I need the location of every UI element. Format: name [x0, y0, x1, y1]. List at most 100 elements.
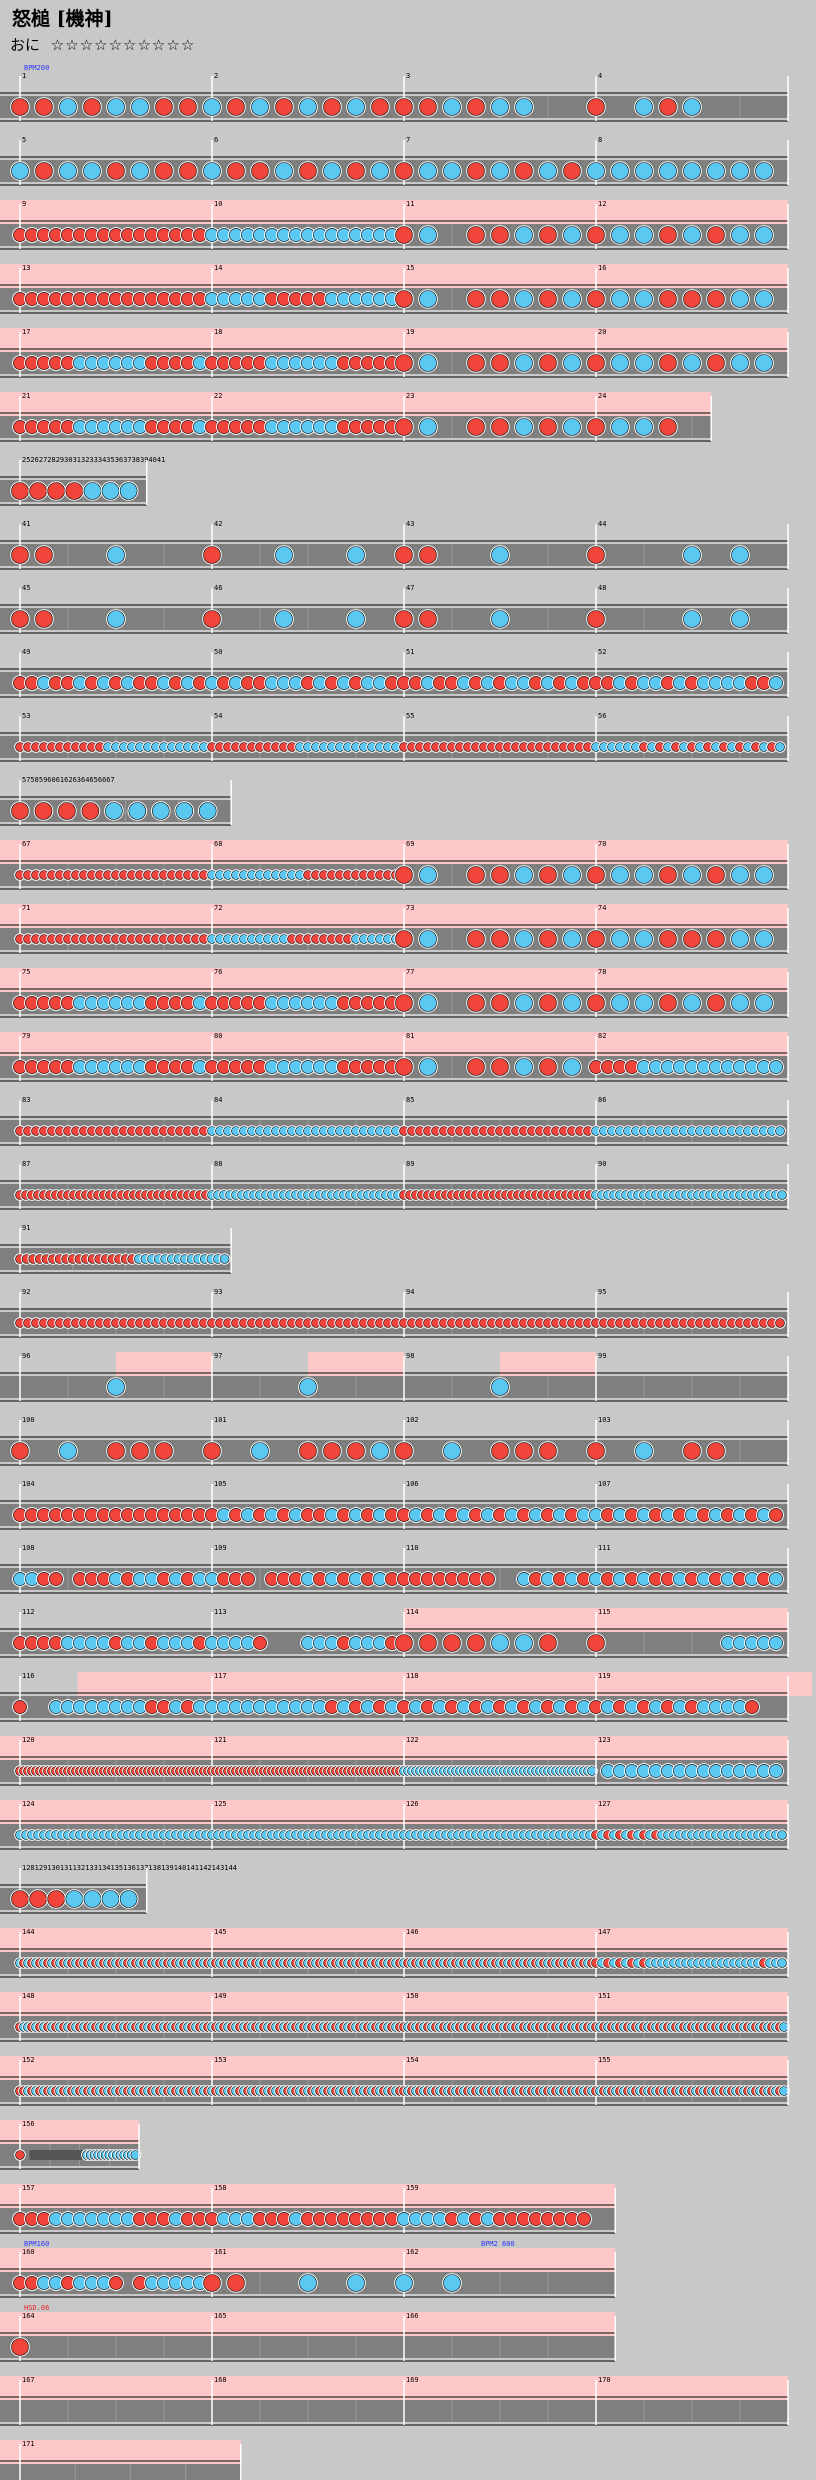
bar-number: 22	[214, 392, 222, 400]
don-note	[395, 1442, 413, 1460]
don-note	[347, 162, 365, 180]
bar-number: 110	[406, 1544, 419, 1552]
don-note	[395, 1634, 413, 1652]
ka-note	[775, 742, 785, 752]
ka-note	[419, 418, 437, 436]
ka-note	[731, 866, 749, 884]
bar-number: 55	[406, 712, 414, 720]
ka-note	[323, 162, 341, 180]
don-note	[179, 162, 197, 180]
don-note	[707, 930, 725, 948]
bar-number: 96	[22, 1352, 30, 1360]
bar-number: 24	[598, 392, 606, 400]
bar-number: 23	[406, 392, 414, 400]
bar-number: 100	[22, 1416, 35, 1424]
don-note	[467, 994, 485, 1012]
bar-number: 147	[598, 1928, 611, 1936]
ka-note	[491, 98, 509, 116]
ka-note	[731, 354, 749, 372]
don-note	[683, 1442, 701, 1460]
don-note	[11, 610, 29, 628]
bar-number: 20	[598, 328, 606, 336]
bar-number: 70	[598, 840, 606, 848]
ka-note	[65, 1890, 84, 1908]
don-note	[515, 162, 533, 180]
don-note	[107, 162, 125, 180]
ka-note	[777, 1830, 787, 1840]
bar-number: 109	[214, 1544, 227, 1552]
don-note	[539, 994, 557, 1012]
ka-note	[515, 930, 533, 948]
don-note	[179, 98, 197, 116]
ka-note	[755, 930, 773, 948]
ka-note	[769, 1060, 783, 1074]
don-note	[13, 1700, 27, 1714]
bar-number: 116	[22, 1672, 35, 1680]
ka-note	[731, 226, 749, 244]
chart-annotation: BPM200	[24, 64, 49, 72]
bar-number: 42	[214, 520, 222, 528]
don-note	[769, 1508, 783, 1522]
don-note	[659, 866, 677, 884]
ka-note	[683, 866, 701, 884]
bar-number: 74	[598, 904, 606, 912]
don-note	[539, 1058, 557, 1076]
don-note	[29, 482, 47, 500]
don-note	[15, 2150, 25, 2160]
gogo-band	[404, 1608, 596, 1632]
ka-note	[347, 98, 365, 116]
don-note	[323, 1442, 341, 1460]
don-note	[131, 1442, 149, 1460]
ka-note	[683, 610, 701, 628]
bar-number: 97	[214, 1352, 222, 1360]
ka-note	[779, 2022, 789, 2032]
don-note	[707, 290, 725, 308]
don-note	[587, 290, 605, 308]
bar-number: 45	[22, 584, 30, 592]
don-note	[395, 866, 413, 884]
ka-note	[563, 1058, 581, 1076]
don-note	[11, 1890, 29, 1908]
ka-note	[491, 162, 509, 180]
don-note	[539, 226, 557, 244]
ka-note	[515, 866, 533, 884]
don-note	[587, 1442, 605, 1460]
ka-note	[419, 226, 437, 244]
ka-note	[515, 1634, 533, 1652]
bar-number: 81	[406, 1032, 414, 1040]
ka-note	[419, 354, 437, 372]
don-note	[659, 98, 677, 116]
don-note	[539, 930, 557, 948]
ka-note	[203, 98, 221, 116]
don-note	[203, 1442, 221, 1460]
ka-note	[107, 610, 125, 628]
bar-number: 94	[406, 1288, 414, 1296]
don-note	[29, 1890, 47, 1908]
ka-note	[755, 162, 773, 180]
don-note	[299, 162, 317, 180]
don-note	[65, 482, 84, 500]
bar-number: 119	[598, 1672, 611, 1680]
bar-number: 148	[22, 1992, 35, 2000]
gogo-band	[116, 1352, 212, 1376]
bar-number: 117	[214, 1672, 227, 1680]
ka-note	[635, 226, 653, 244]
bar-number: 9	[22, 200, 26, 208]
bar-number: 87	[22, 1160, 30, 1168]
ka-note	[101, 482, 120, 500]
ka-note	[563, 418, 581, 436]
gogo-band	[0, 1736, 788, 1760]
ka-note	[515, 1058, 533, 1076]
don-note	[491, 994, 509, 1012]
don-note	[491, 930, 509, 948]
ka-note	[119, 482, 138, 500]
ka-note	[107, 546, 125, 564]
bar-number: 98	[406, 1352, 414, 1360]
don-note	[275, 98, 293, 116]
ka-note	[105, 802, 123, 820]
don-note	[371, 98, 389, 116]
ka-note	[539, 162, 557, 180]
don-note	[539, 354, 557, 372]
bar-number: 12	[598, 200, 606, 208]
bar-number: 19	[406, 328, 414, 336]
